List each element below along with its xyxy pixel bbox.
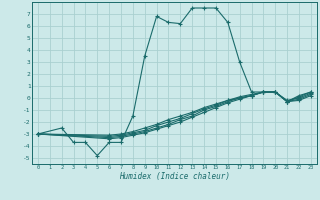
X-axis label: Humidex (Indice chaleur): Humidex (Indice chaleur) xyxy=(119,172,230,181)
